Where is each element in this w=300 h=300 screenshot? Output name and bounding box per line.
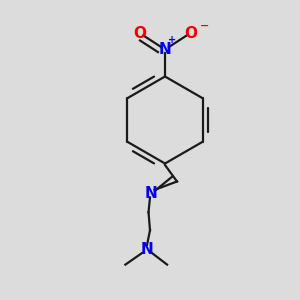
Text: +: +	[167, 35, 176, 45]
Text: N: N	[145, 186, 158, 201]
Text: −: −	[200, 20, 210, 31]
Text: O: O	[184, 26, 197, 40]
Text: N: N	[141, 242, 153, 256]
Text: N: N	[159, 42, 171, 57]
Text: O: O	[133, 26, 146, 40]
